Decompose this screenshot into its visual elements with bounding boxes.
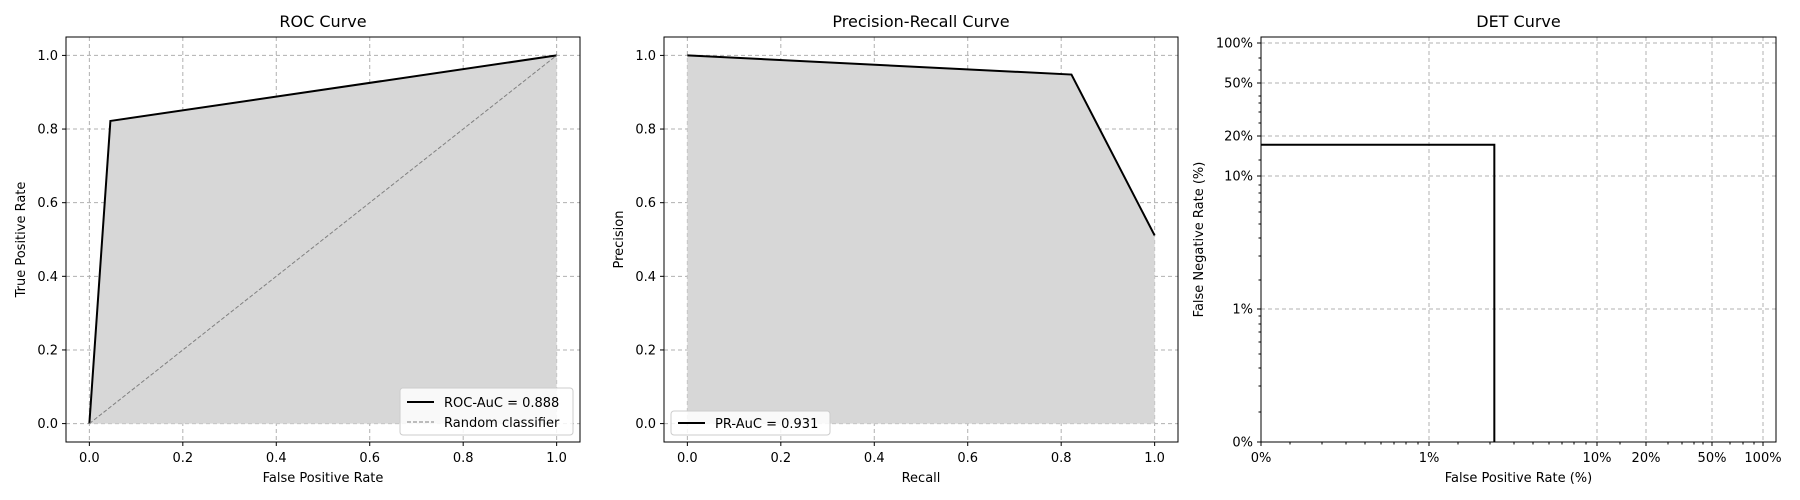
y-tick-label: 0% [1232, 436, 1253, 451]
y-axis-label: False Negative Rate (%) [1192, 162, 1207, 318]
chart-title: ROC Curve [279, 12, 366, 31]
x-axis-label: False Positive Rate (%) [1445, 471, 1592, 486]
chart-0: 0.0 0.2 0.4 0.6 0.8 1.0 0.0 0.2 0.4 0.6 0.8 1.0 ROC … [14, 12, 581, 486]
chart-title: DET Curve [1476, 12, 1561, 31]
y-tick-label: 20% [1224, 130, 1253, 145]
y-tick-label: 50% [1224, 77, 1253, 92]
y-tick-label: 1.0 [37, 49, 58, 64]
x-tick-label: 0.6 [957, 451, 978, 466]
legend-box [670, 410, 831, 436]
y-tick-label: 0.8 [37, 123, 58, 138]
x-tick-label: 0.0 [79, 451, 100, 466]
x-tick-label: 0.2 [770, 451, 791, 466]
legend-entry: Random classifier [444, 416, 560, 431]
x-tick-label: 0.8 [1051, 451, 1072, 466]
plot-frame [65, 36, 581, 443]
x-tick-label: 0% [1251, 451, 1272, 466]
x-tick-label: 0.4 [266, 451, 287, 466]
legend: ROC-AuC = 0.888 Random classifier [399, 387, 574, 436]
x-tick-label: 1.0 [1144, 451, 1165, 466]
area-fill [687, 55, 1155, 424]
x-tick-label: 0.8 [453, 451, 474, 466]
y-tick-label: 0.2 [37, 343, 58, 358]
chart-title: Precision-Recall Curve [832, 12, 1009, 31]
y-tick-label: 100% [1216, 37, 1253, 52]
y-tick-label: 0.6 [635, 196, 656, 211]
plot-frame [1260, 36, 1777, 443]
x-tick-label: 0.4 [864, 451, 885, 466]
random-classifier-line [89, 55, 557, 424]
y-tick-label: 1% [1232, 303, 1253, 318]
y-tick-label: 10% [1224, 170, 1253, 185]
det-curve-line [1261, 143, 1496, 442]
y-tick-label: 0.0 [635, 417, 656, 432]
curve-line [88, 54, 557, 424]
x-axis-label: False Positive Rate [263, 471, 384, 486]
x-tick-label: 10% [1583, 451, 1612, 466]
y-tick-label: 0.4 [37, 270, 58, 285]
x-axis-label: Recall [902, 471, 941, 486]
x-tick-label: 0.6 [359, 451, 380, 466]
chart-1: 0.0 0.2 0.4 0.6 0.8 1.0 0.0 0.2 0.4 0.6 0.8 1.0 Prec… [612, 12, 1179, 486]
y-tick-label: 0.0 [37, 417, 58, 432]
y-tick-label: 0.4 [635, 270, 656, 285]
legend: PR-AuC = 0.931 [670, 410, 831, 436]
y-axis-label: True Positive Rate [14, 182, 29, 299]
x-tick-label: 0.2 [172, 451, 193, 466]
legend-entry: ROC-AuC = 0.888 [444, 396, 559, 411]
curve-line [687, 54, 1156, 236]
x-tick-label: 0.0 [677, 451, 698, 466]
x-tick-label: 1% [1419, 451, 1440, 466]
x-tick-label: 100% [1744, 451, 1781, 466]
legend-box [399, 387, 574, 436]
chart-2: 0% 1% 10% 20% 50% 100% 0% 1% 10% 20% 50% 100% DET Cu… [1192, 12, 1782, 486]
y-tick-label: 0.6 [37, 196, 58, 211]
plot-frame [663, 36, 1179, 443]
x-tick-label: 20% [1632, 451, 1661, 466]
y-tick-label: 1.0 [635, 49, 656, 64]
x-tick-label: 1.0 [546, 451, 567, 466]
y-tick-label: 0.8 [635, 123, 656, 138]
y-axis-label: Precision [612, 210, 627, 268]
x-tick-label: 50% [1698, 451, 1727, 466]
legend-entry: PR-AuC = 0.931 [715, 417, 818, 432]
y-tick-label: 0.2 [635, 343, 656, 358]
